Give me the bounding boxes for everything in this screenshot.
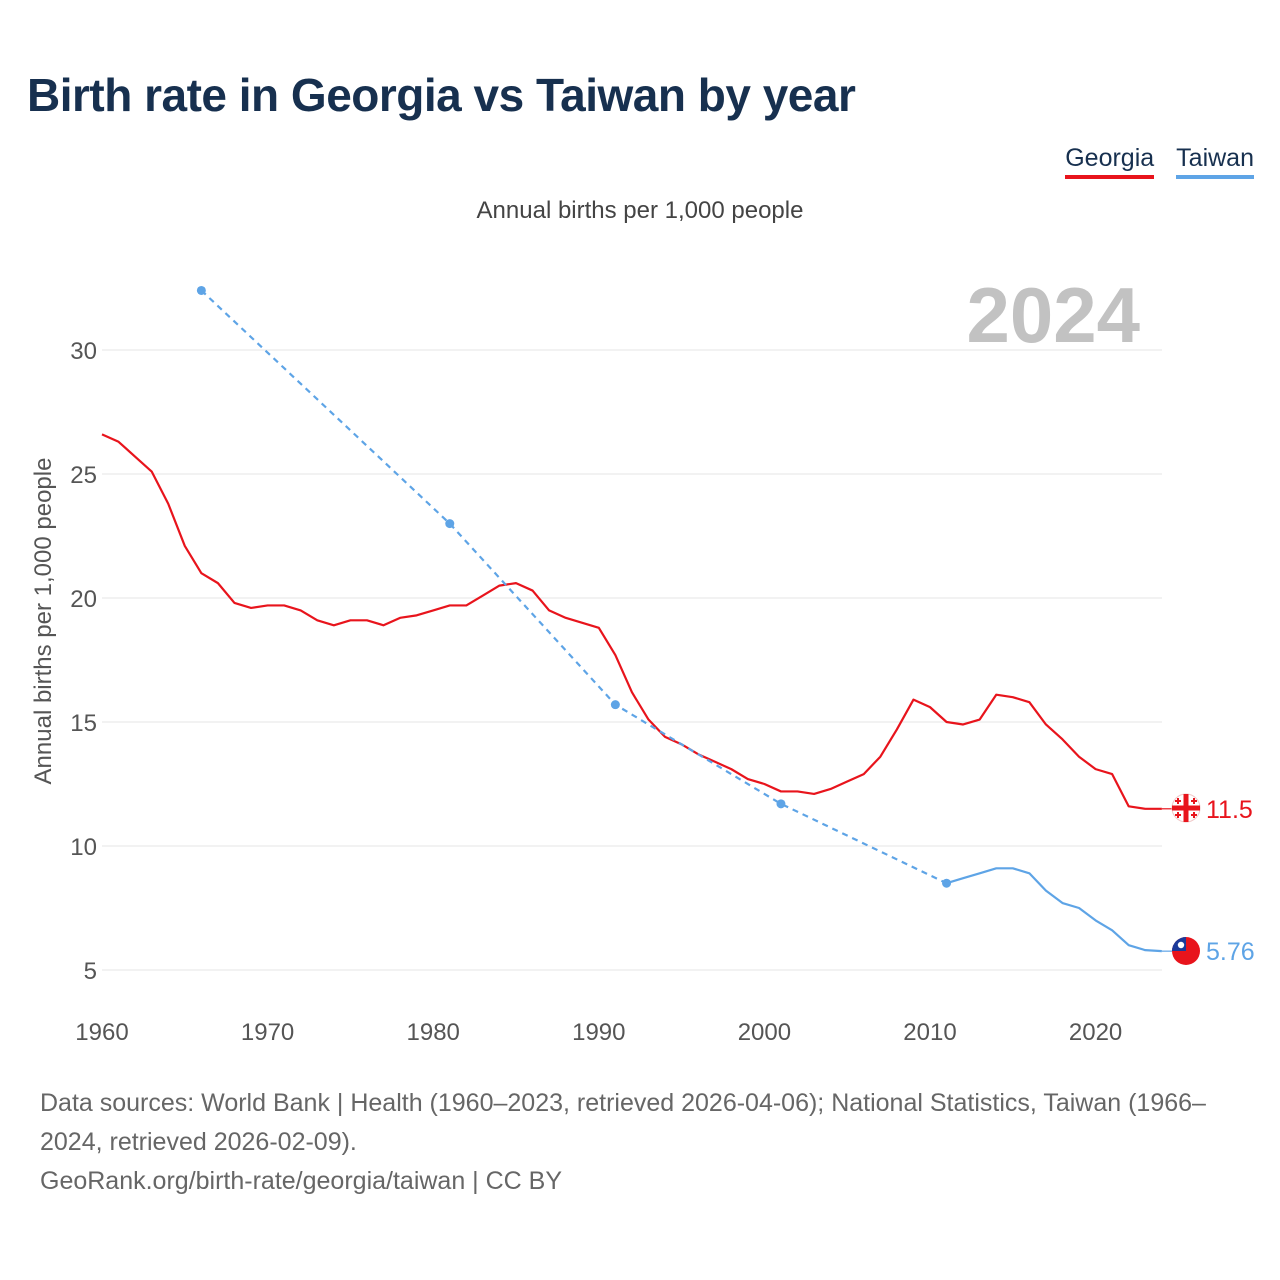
legend-taiwan[interactable]: Taiwan <box>1176 144 1254 179</box>
y-tick-label: 15 <box>70 710 97 737</box>
end-value-label: 5.76 <box>1206 938 1255 966</box>
legend: Georgia Taiwan <box>1065 144 1254 179</box>
georgia-flag-icon <box>1171 793 1201 823</box>
series-line <box>101 433 1162 810</box>
taiwan-flag-icon <box>1172 937 1200 965</box>
y-tick-label: 30 <box>70 338 97 365</box>
data-point[interactable] <box>776 799 786 809</box>
y-tick-label: 5 <box>84 958 97 985</box>
chart-title: Birth rate in Georgia vs Taiwan by year <box>27 69 856 121</box>
x-tick-label: 2000 <box>738 1019 791 1046</box>
line-chart: 5 10 15 20 25 30 1960 1970 1980 1990 2000 2010 2020… <box>30 271 1255 1046</box>
y-axis-label: Annual births per 1,000 people <box>30 458 57 785</box>
x-tick-label: 2010 <box>903 1019 956 1046</box>
end-value-label: 11.5 <box>1206 796 1253 824</box>
y-tick-label: 10 <box>70 834 97 861</box>
data-point[interactable] <box>942 878 952 888</box>
x-tick-label: 1990 <box>572 1019 625 1046</box>
legend-georgia[interactable]: Georgia <box>1065 144 1155 179</box>
y-tick-label: 20 <box>70 586 97 613</box>
chart-subtitle: Annual births per 1,000 people <box>476 197 804 224</box>
data-sources: Data sources: World Bank | Health (1960–… <box>40 1089 1206 1156</box>
series-georgia: 11.5 <box>101 433 1253 824</box>
x-tick-label: 2020 <box>1069 1019 1122 1046</box>
data-point[interactable] <box>445 519 455 529</box>
x-tick-label: 1980 <box>407 1019 460 1046</box>
data-point[interactable] <box>610 700 620 710</box>
y-tick-label: 25 <box>70 462 97 489</box>
series-line-dashed <box>200 289 948 885</box>
x-tick-label: 1960 <box>75 1019 128 1046</box>
year-label: 2024 <box>966 271 1140 359</box>
series-taiwan: 5.76 <box>196 285 1255 966</box>
data-point[interactable] <box>196 285 206 295</box>
credit-link[interactable]: GeoRank.org/birth-rate/georgia/taiwan | … <box>40 1167 563 1195</box>
x-tick-label: 1970 <box>241 1019 294 1046</box>
series-line <box>946 867 1162 953</box>
footer: Data sources: World Bank | Health (1960–… <box>40 1084 1250 1201</box>
